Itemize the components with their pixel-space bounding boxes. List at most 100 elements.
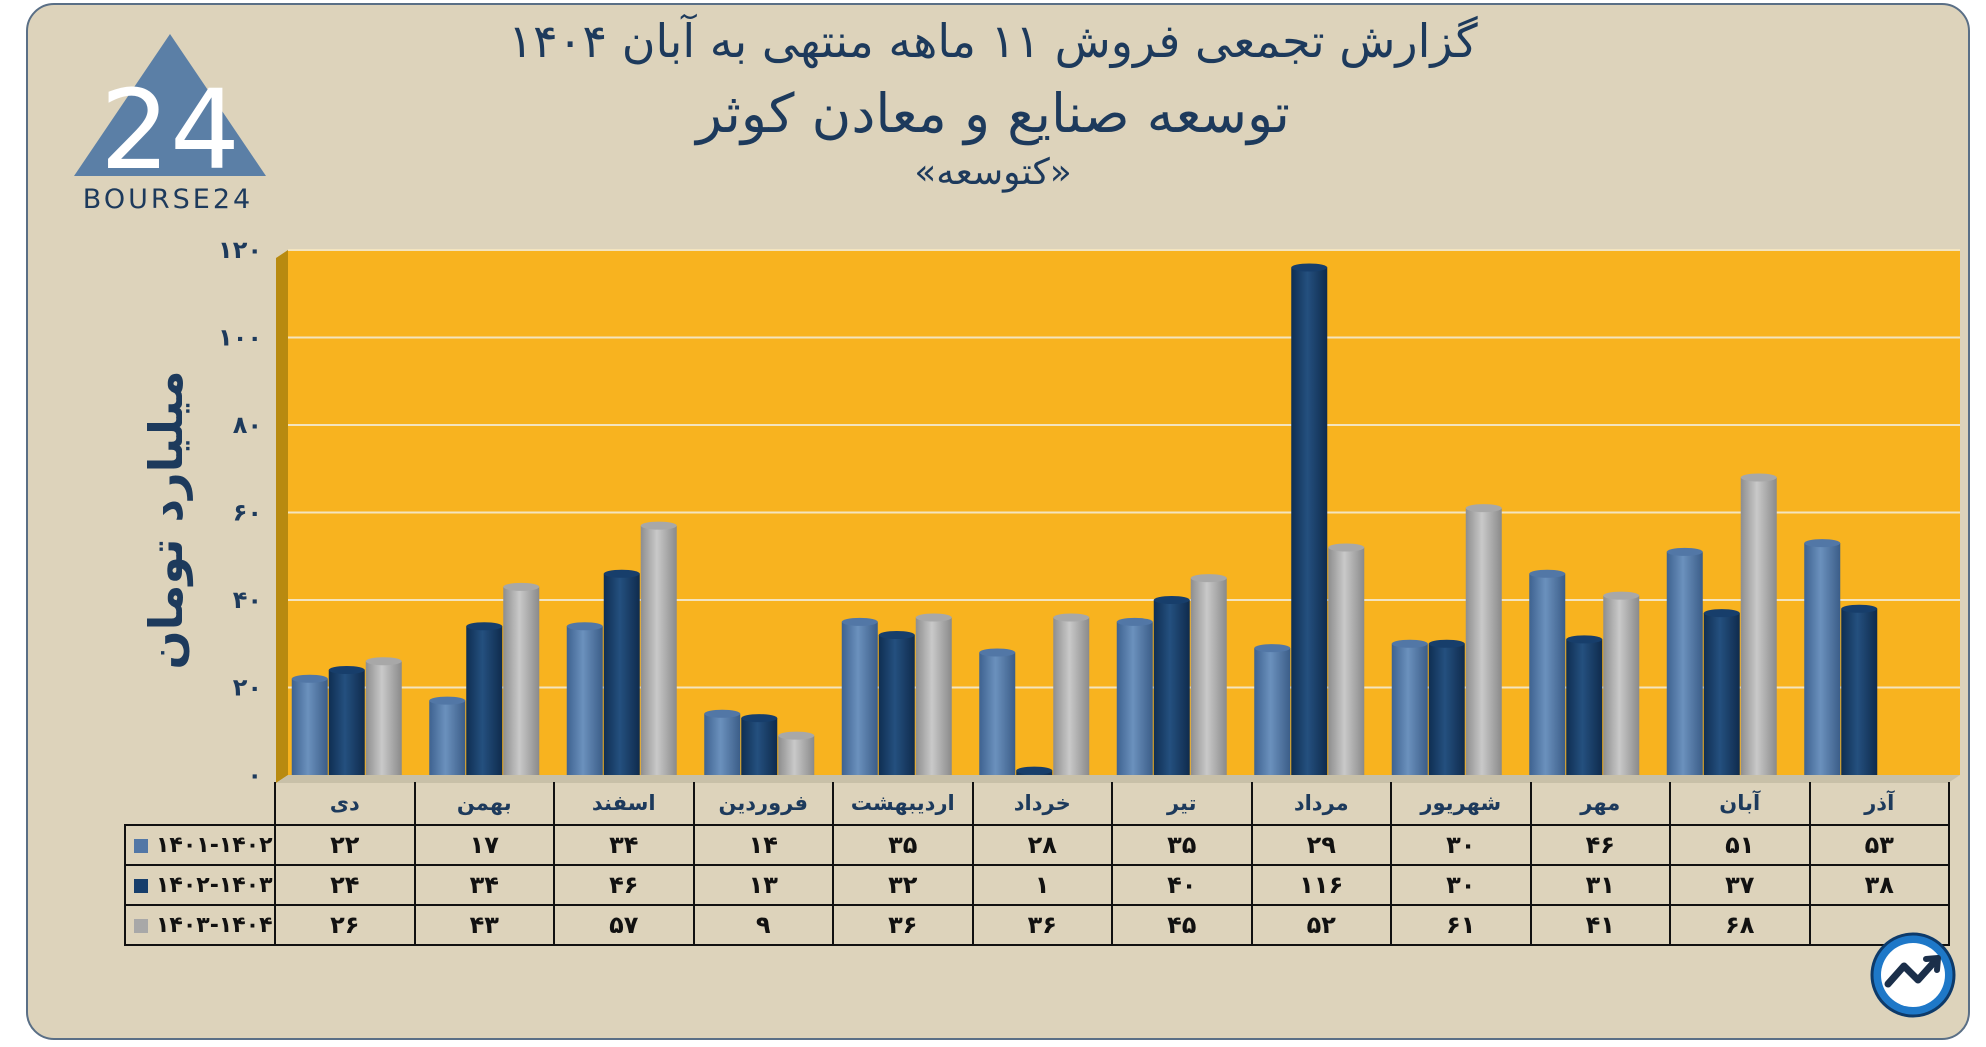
bar [640,521,677,775]
table-row: ۱۴۰۳-۱۴۰۴ ۲۶ ۴۳ ۵۷ ۹ ۳۶ ۳۶ ۴۵ ۵۲ ۶۱ ۴۱ ۶۸ [124,904,1950,946]
y-tick-label: ۴۰ [233,586,262,614]
bar [1391,639,1428,775]
logo-brand-text: BOURSE24 [82,184,254,215]
data-label: ۵۱ [1669,824,1811,866]
company-name: توسعه صنایع و معادن کوثر [696,82,1290,145]
x-category-label: تیر [1111,782,1253,826]
data-label: ۱۱۶ [1250,864,1392,906]
bar [603,569,640,775]
data-label: ۳۵ [832,824,974,866]
y-tick-label: ۲۰ [233,674,262,702]
data-table: دی بهمن اسفند فروردین اردیبهشت خرداد تیر مرداد ش… [124,782,1950,946]
bar [566,622,603,775]
bar [1190,574,1227,775]
bar [291,674,328,775]
data-label: ۲۹ [1250,824,1392,866]
x-category-label: آبان [1669,782,1811,826]
chart-title: گزارش تجمعی فروش ۱۱ ماهه منتهی به آبان ۱… [508,14,1478,68]
data-label: ۳۴ [553,824,695,866]
data-label: ۳۷ [1669,864,1811,906]
legend-entry: ۱۴۰۳-۱۴۰۴ [124,904,276,946]
bar [1841,604,1878,775]
x-category-label: دی [274,782,416,826]
ticker-symbol: «کتوسعه» [914,152,1072,193]
bar [1804,539,1841,775]
table-row: ۱۴۰۱-۱۴۰۲ ۲۲ ۱۷ ۳۴ ۱۴ ۳۵ ۲۸ ۳۵ ۲۹ ۳۰ ۴۶ ۵۱ ۵۳ [124,824,1950,866]
data-label: ۴۱ [1529,904,1671,946]
data-label: ۱۳ [692,864,834,906]
x-category-label: بهمن [413,782,555,826]
bar [1254,644,1291,775]
bar [503,582,540,775]
data-label: ۴۵ [1111,904,1253,946]
data-label: ۳۴ [413,864,555,906]
table-corner [125,782,276,825]
data-label: ۶۱ [1390,904,1532,946]
bar [1116,617,1153,775]
data-label: ۲۲ [274,824,416,866]
legend-swatch-icon [134,918,148,933]
x-category-label: خرداد [971,782,1113,826]
data-label: ۲۸ [971,824,1113,866]
data-label: ۵۲ [1250,904,1392,946]
data-label: ۳۸ [1808,864,1950,906]
data-label: ۱ [971,864,1113,906]
data-label: ۴۰ [1111,864,1253,906]
data-label: ۵۷ [553,904,695,946]
plot-floor [276,775,1960,783]
data-label: ۴۳ [413,904,555,946]
x-category-label: اردیبهشت [832,782,974,826]
data-label: ۶۸ [1669,904,1811,946]
x-category-label: اسفند [553,782,695,826]
bar [365,657,402,775]
bar [429,696,466,775]
data-label: ۳۱ [1529,864,1671,906]
data-label: ۳۶ [832,904,974,946]
table-row: ۱۴۰۲-۱۴۰۳ ۲۴ ۳۴ ۴۶ ۱۳ ۳۲ ۱ ۴۰ ۱۱۶ ۳۰ ۳۱ ۳۷ ۳۸ [124,864,1950,906]
bar [1153,596,1190,775]
data-label: ۳۰ [1390,864,1532,906]
logo-mark-text: 24 [100,66,240,194]
bar [878,631,915,775]
data-label: ۲۴ [274,864,416,906]
series-name: ۱۴۰۳-۱۴۰۴ [156,912,273,938]
data-label: ۹ [692,904,834,946]
data-label: ۳۰ [1390,824,1532,866]
bar [778,731,815,775]
x-category-label: شهریور [1390,782,1532,826]
data-label: ۲۶ [274,904,416,946]
bar [1566,635,1603,775]
plot-side-wall [276,250,288,783]
bar [1465,504,1502,775]
data-label: ۱۷ [413,824,555,866]
bar [841,617,878,775]
legend-swatch-icon [134,878,148,893]
data-label: ۴۶ [553,864,695,906]
bar [915,613,952,775]
bar [741,714,778,775]
table-header-row: دی بهمن اسفند فروردین اردیبهشت خرداد تیر مرداد ش… [125,782,1950,826]
legend-entry: ۱۴۰۱-۱۴۰۲ [124,824,276,866]
bar [1603,591,1640,775]
bar [1328,543,1365,775]
bar [704,709,741,775]
x-category-label: مهر [1529,782,1671,826]
bar [979,648,1016,775]
legend-entry: ۱۴۰۲-۱۴۰۳ [124,864,276,906]
data-label: ۳۵ [1111,824,1253,866]
bar [1740,473,1777,775]
data-label: ۵۳ [1808,824,1950,866]
y-tick-label: ۱۲۰ [218,236,262,264]
bar [1016,766,1053,775]
bar [466,622,503,775]
bourse24-logo-icon: 24 [74,34,266,194]
y-tick-label: ۶۰ [233,499,262,527]
bar [1666,547,1703,775]
data-label: ۴۶ [1529,824,1671,866]
data-label: ۳۲ [832,864,974,906]
series-name: ۱۴۰۲-۱۴۰۳ [156,872,273,898]
y-tick-label: ۱۰۰ [218,324,262,352]
x-category-label: مرداد [1250,782,1392,826]
bar [328,666,365,775]
y-tick-label: ۸۰ [233,411,262,439]
